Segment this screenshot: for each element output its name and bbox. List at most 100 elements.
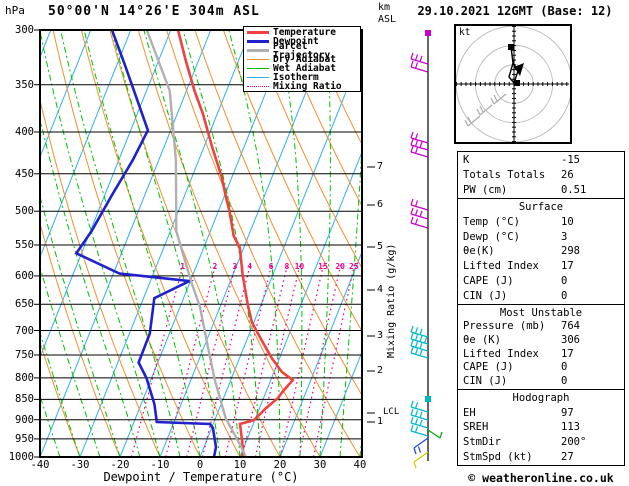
pressure-tick-label: 750	[15, 349, 34, 361]
hodograph-unit-label: kt	[459, 27, 471, 38]
wind-barb	[410, 400, 429, 413]
wet-adiabat-line	[182, 30, 261, 457]
dry-adiabat-line	[52, 30, 201, 457]
mixing-ratio-label: 10	[294, 262, 305, 271]
km-tick-label: 6	[377, 199, 384, 210]
stat-label: Lifted Index	[463, 260, 539, 273]
isotherm-line	[199, 50, 362, 457]
mixing-ratio-line	[224, 263, 273, 457]
stat-row: K -15	[458, 154, 624, 166]
km-tick-label: 7	[377, 161, 384, 172]
stat-value: 0	[561, 274, 568, 287]
stat-label: EH	[463, 406, 476, 419]
stats-panel: K -15 Totals Totals 26 PW (cm) 0.51 Surface Tem…	[457, 151, 625, 466]
legend-item: Parcel Trajectory	[244, 41, 360, 60]
mixing-ratio-label: 2	[212, 262, 218, 271]
legend-item: Dewpoint	[244, 37, 360, 46]
stat-row: CIN (J) 0	[458, 375, 624, 387]
wind-barb	[410, 216, 429, 229]
pressure-tick-label: 700	[15, 324, 34, 337]
mixing-ratio-axis-label: Mixing Ratio (g/kg)	[386, 243, 397, 358]
hodograph	[454, 24, 572, 144]
wet-adiabat-line	[60, 30, 181, 457]
stat-label: CIN (J)	[463, 289, 508, 302]
km-tick-label: 5	[377, 241, 384, 252]
mixing-ratio-label: 20	[335, 262, 345, 271]
temperature-axis-label: Dewpoint / Temperature (°C)	[103, 470, 299, 484]
mixing-ratio-line	[254, 263, 301, 457]
stat-label: Dewp (°C)	[463, 230, 520, 243]
legend-item: Dry Adiabat	[244, 55, 360, 64]
hodograph-grey-barb	[476, 104, 493, 116]
stat-label: θe (K)	[463, 334, 501, 347]
temperature-tick-label: -40	[30, 459, 50, 471]
isotherm-line	[40, 30, 212, 457]
wind-barb-marker	[425, 30, 431, 36]
wind-barb	[410, 145, 429, 158]
temperature-tick-label: 10	[233, 459, 247, 471]
stats-box-title: Surface	[518, 201, 564, 214]
mixing-ratio-label: 8	[284, 262, 290, 271]
plot-border	[39, 29, 363, 458]
legend-item-label: Dewpoint	[273, 36, 319, 47]
stat-row: Dewp (°C) 3	[458, 231, 624, 243]
legend-item-label: Wet Adiabat	[273, 63, 336, 74]
legend-line-sample	[247, 68, 269, 69]
stat-label: K	[463, 154, 470, 167]
stat-value: 298	[561, 245, 580, 258]
dry-adiabat-line	[40, 340, 81, 457]
wind-barb	[410, 60, 429, 73]
dry-adiabat-line	[251, 30, 362, 270]
stat-row: CIN (J) 0	[458, 290, 624, 302]
pressure-tick-label: 300	[15, 24, 34, 36]
pressure-tick-label: 600	[15, 269, 34, 282]
stats-box: Surface Temp (°C) 10 Dewp (°C) 3 θe(K) 298 Lift…	[457, 198, 625, 305]
pressure-tick-label: 450	[15, 167, 34, 180]
wind-barb	[410, 325, 429, 338]
stats-box-title: Hodograph	[512, 392, 570, 405]
wet-adiabat-line	[40, 394, 61, 457]
isotherm-line	[79, 30, 252, 457]
legend-item-label: Parcel Trajectory	[273, 40, 331, 61]
wind-barb-column	[410, 30, 443, 469]
wind-barb	[413, 451, 429, 469]
hodograph-inner	[456, 26, 570, 142]
stat-value: 97	[561, 406, 574, 419]
stat-value: 113	[561, 421, 580, 434]
sounding-curves	[74, 29, 295, 458]
legend-line-sample	[247, 59, 269, 60]
stat-value: 0.51	[561, 183, 587, 196]
parcel-trajectory-curve	[145, 29, 248, 458]
stat-value: -15	[561, 154, 580, 167]
wind-barb	[410, 131, 429, 144]
stat-value: 0	[561, 375, 568, 388]
stat-row: PW (cm) 0.51	[458, 184, 624, 196]
stat-label: Totals Totals	[463, 168, 546, 181]
legend-item: Mixing Ratio	[244, 82, 360, 91]
stat-label: CIN (J)	[463, 375, 508, 388]
mixing-ratio-line	[186, 263, 237, 457]
station-title: 50°00'N 14°26'E 304m ASL	[48, 4, 260, 19]
stat-value: 27	[561, 450, 574, 463]
wind-barb	[410, 138, 429, 151]
legend-item: Temperature	[244, 28, 360, 37]
pressure-tick-label: 550	[15, 238, 34, 251]
stat-label: θe(K)	[463, 245, 495, 258]
wet-adiabat-line	[40, 265, 101, 457]
stat-row: StmSpd (kt) 27	[458, 451, 624, 463]
stat-value: 200°	[561, 436, 587, 449]
legend: Temperature Dewpoint Parcel Trajectory Dry …	[243, 26, 361, 92]
wind-barb	[410, 424, 429, 437]
dry-adiabat-line	[222, 30, 362, 333]
stat-row: StmDir 200°	[458, 436, 624, 448]
legend-line-sample	[247, 86, 269, 87]
temperature-tick-label: 40	[353, 459, 367, 471]
wind-barb	[410, 408, 429, 421]
stat-row: Totals Totals 26	[458, 169, 624, 181]
km-tick-label: 3	[377, 330, 384, 341]
wind-barb	[410, 339, 429, 352]
stat-label: PW (cm)	[463, 183, 508, 196]
isotherm-line	[319, 350, 362, 457]
